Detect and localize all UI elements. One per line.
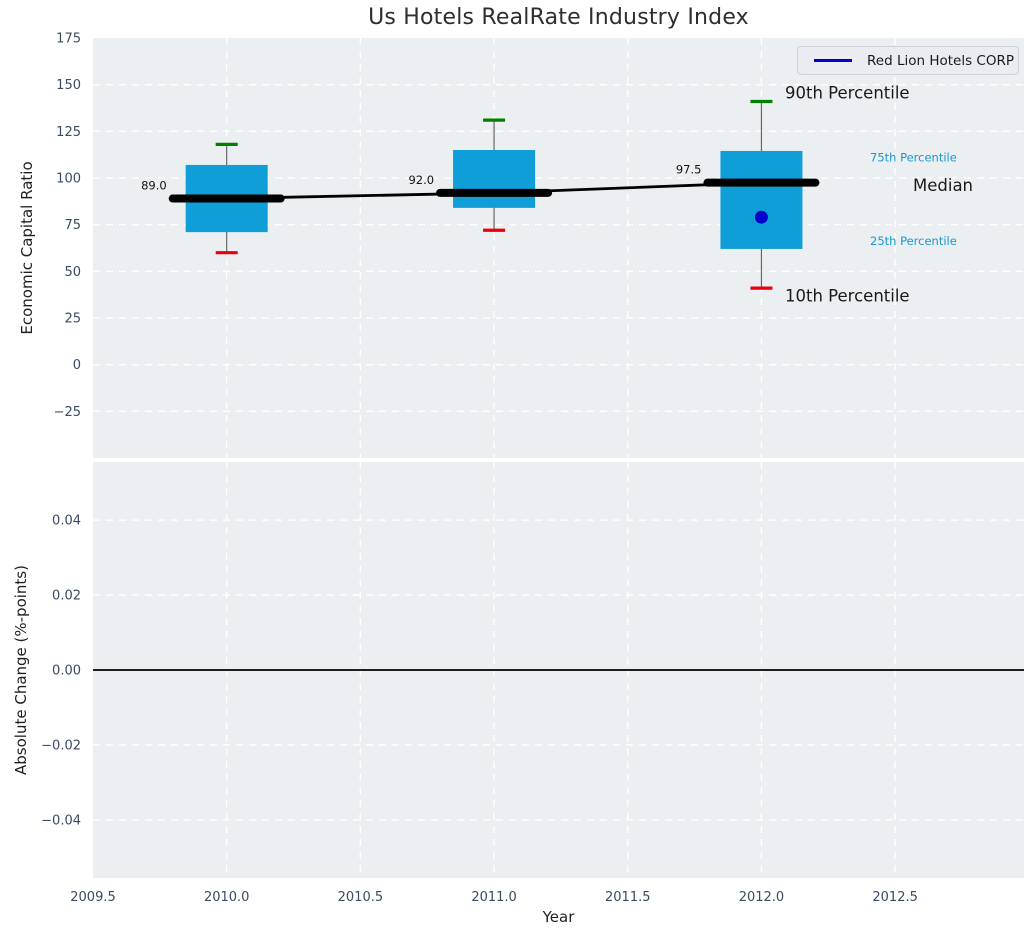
xtick-label: 2012.0 — [739, 890, 785, 905]
top-ytick-label: 75 — [64, 218, 81, 233]
top-ytick-label: 25 — [64, 312, 81, 327]
xtick-label: 2011.5 — [605, 890, 651, 905]
median-value-label: 89.0 — [141, 179, 167, 193]
xtick-label: 2009.5 — [70, 890, 116, 905]
bottom-ytick-label: −0.04 — [41, 813, 81, 828]
company-point — [754, 210, 768, 224]
top-ytick-label: 0 — [73, 358, 81, 373]
bottom-ytick-label: 0.04 — [52, 514, 81, 529]
top-ytick-label: 50 — [64, 265, 81, 280]
median-value-label: 92.0 — [408, 173, 434, 187]
chart-title: Us Hotels RealRate Industry Index — [368, 5, 749, 30]
top-ytick-label: 175 — [56, 32, 81, 47]
median-value-label: 97.5 — [676, 163, 702, 177]
top-ytick-label: 100 — [56, 172, 81, 187]
top-ytick-label: 150 — [56, 78, 81, 93]
top-ytick-label: −25 — [54, 405, 81, 420]
bottom-y-axis-label: Absolute Change (%-points) — [12, 565, 30, 775]
top-y-axis-label: Economic Capital Ratio — [18, 161, 36, 335]
top-ytick-label: 125 — [56, 125, 81, 140]
box-2011 — [453, 150, 536, 208]
legend-label: Red Lion Hotels CORP — [867, 52, 1014, 69]
top-plot-area — [93, 38, 1024, 458]
box-2012 — [720, 150, 803, 249]
legend-line-swatch — [814, 59, 852, 62]
bottom-ytick-label: −0.02 — [41, 738, 81, 753]
x-axis-label: Year — [542, 908, 575, 926]
xtick-label: 2010.5 — [338, 890, 384, 905]
legend: Red Lion Hotels CORP — [797, 46, 1019, 75]
xtick-label: 2012.5 — [872, 890, 918, 905]
percentile-label-p75: 75th Percentile — [870, 150, 957, 164]
percentile-label-median: Median — [913, 176, 973, 195]
percentile-label-p25: 25th Percentile — [870, 234, 957, 248]
xtick-label: 2010.0 — [204, 890, 250, 905]
xtick-label: 2011.0 — [471, 890, 517, 905]
percentile-label-p90: 90th Percentile — [785, 83, 910, 102]
bottom-ytick-label: 0.00 — [52, 664, 81, 679]
bottom-ytick-label: 0.02 — [52, 589, 81, 604]
percentile-label-p10: 10th Percentile — [785, 287, 910, 306]
